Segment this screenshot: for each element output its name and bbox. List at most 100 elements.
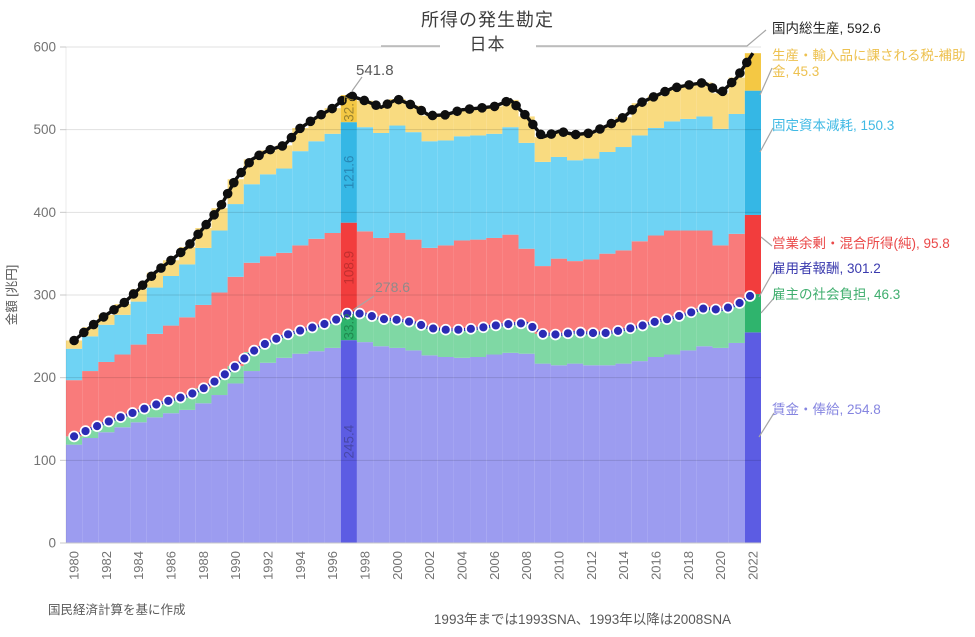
stack-segment-wages — [308, 351, 325, 543]
stack-segment-social — [664, 318, 681, 355]
stack-segment-surplus — [664, 230, 681, 319]
stack-segment-social — [696, 308, 713, 347]
stacked-areas — [66, 53, 761, 543]
stack-segment-cfc — [728, 113, 745, 234]
stack-segment-taxes — [550, 131, 568, 157]
stack-segment-wages — [179, 409, 196, 543]
stack-segment-taxes — [437, 114, 454, 141]
stack-segment-wages — [567, 363, 584, 543]
x-tick-label-2016: 2016 — [648, 551, 663, 580]
stack-segment-cfc — [583, 158, 600, 260]
chart-subtitle-wrap: 日本 — [0, 30, 975, 55]
x-tick-label-2008: 2008 — [519, 551, 534, 580]
stack-segment-social — [712, 309, 729, 348]
stack-segment-surplus — [728, 233, 745, 305]
stack-segment-cfc — [486, 133, 503, 238]
stack-segment-wages — [680, 350, 697, 543]
stack-segment-wages — [276, 357, 293, 543]
compensation-line — [68, 288, 759, 443]
stack-segment-cfc — [292, 151, 309, 246]
stack-segment-surplus — [114, 354, 131, 417]
leader-line — [760, 297, 775, 314]
stack-segment-surplus — [195, 304, 212, 389]
stack-segment-surplus — [373, 237, 390, 319]
inline-value-1997-surplus: 108.9 — [341, 251, 356, 285]
stack-segment-cfc — [550, 156, 568, 259]
stack-segment-social — [728, 304, 745, 343]
series-label-wages: 賃金・俸給, 254.8 — [772, 402, 881, 417]
x-tick-label-2002: 2002 — [422, 551, 437, 580]
leader-line — [760, 236, 773, 247]
stack-segment-cfc — [356, 127, 374, 232]
stack-segment-cfc — [276, 168, 293, 253]
stack-segment-cfc — [211, 230, 228, 293]
series-label-gdp: 国内総生産, 592.6 — [772, 21, 881, 36]
stack-segment-wages — [162, 413, 180, 543]
stack-segment-surplus — [502, 234, 519, 324]
stack-segment-cfc — [389, 125, 406, 233]
stack-segment-cfc — [195, 247, 212, 305]
stack-segment-surplus — [534, 266, 551, 334]
stack-segment-surplus — [162, 325, 180, 400]
stack-segment-wages — [728, 342, 745, 543]
stack-segment-social — [324, 321, 341, 348]
y-tick-label: 500 — [33, 122, 56, 137]
y-axis-labels: 0 100 200 300 400 500 600 — [33, 40, 66, 551]
x-tick-label-1984: 1984 — [131, 551, 146, 580]
stack-segment-surplus — [712, 245, 729, 310]
inline-value-1997-taxes: 32.7 — [341, 95, 356, 121]
stack-segment-taxes — [680, 85, 697, 119]
inline-value-1997-social: 33.2 — [341, 313, 356, 339]
stack-segment-cfc — [324, 133, 341, 233]
stack-segment-cfc — [518, 142, 535, 249]
highlight-stack-segment-cfc — [340, 122, 357, 223]
x-tick-label-1992: 1992 — [261, 551, 276, 580]
stack-segment-cfc — [599, 151, 616, 254]
annotation-comp-1997: 278.6 — [375, 279, 411, 295]
stack-segment-wages — [712, 347, 729, 543]
stack-segment-taxes — [470, 108, 487, 136]
stack-segment-social — [437, 329, 454, 357]
stack-segment-taxes — [453, 109, 471, 137]
stack-segment-wages — [114, 427, 131, 543]
stack-segment-taxes — [615, 117, 632, 148]
stack-segment-taxes — [664, 88, 681, 122]
stack-segment-wages — [373, 346, 390, 543]
stack-segment-surplus — [292, 245, 309, 331]
footnote-source: 国民経済計算を基に作成 — [48, 603, 186, 617]
stack-segment-cfc — [82, 336, 99, 372]
stack-segment-surplus — [308, 238, 325, 327]
series-label-compensation: 雇用者報酬, 301.2 — [772, 261, 881, 276]
stack-segment-wages — [130, 422, 147, 543]
stack-segment-wages — [66, 444, 83, 543]
series-label-taxes: 生産・輸入品に課される税-補助金, 45.3 — [772, 48, 966, 79]
stack-segment-taxes — [647, 95, 665, 129]
stack-segment-wages — [615, 363, 632, 543]
stack-segment-cfc — [259, 174, 277, 257]
leader-line — [758, 412, 775, 438]
y-tick-label: 300 — [33, 288, 56, 303]
leader-line — [352, 295, 375, 311]
stack-segment-taxes — [712, 93, 729, 129]
stack-segment-social — [373, 318, 390, 347]
stack-segment-wages — [421, 355, 438, 543]
stack-segment-cfc — [696, 116, 713, 231]
highlight-stack-segment-wages — [340, 340, 357, 543]
x-tick-label-2022: 2022 — [745, 551, 760, 580]
highlight-stack-segment-social — [744, 294, 761, 333]
chart-subtitle: 日本 — [439, 30, 536, 55]
stack-segment-surplus — [227, 276, 244, 367]
stack-segment-cfc — [631, 135, 648, 242]
x-tick-label-2012: 2012 — [584, 551, 599, 580]
stack-segment-cfc — [146, 287, 163, 334]
stack-segment-taxes — [421, 115, 438, 142]
stack-segment-surplus — [405, 239, 422, 323]
stack-segment-wages — [664, 354, 681, 543]
stack-segment-social — [647, 321, 665, 357]
stack-segment-cfc — [453, 136, 471, 241]
leader-line — [758, 271, 774, 298]
stack-segment-cfc — [66, 348, 83, 381]
x-tick-label-2014: 2014 — [616, 551, 631, 580]
leader-line — [759, 67, 773, 96]
